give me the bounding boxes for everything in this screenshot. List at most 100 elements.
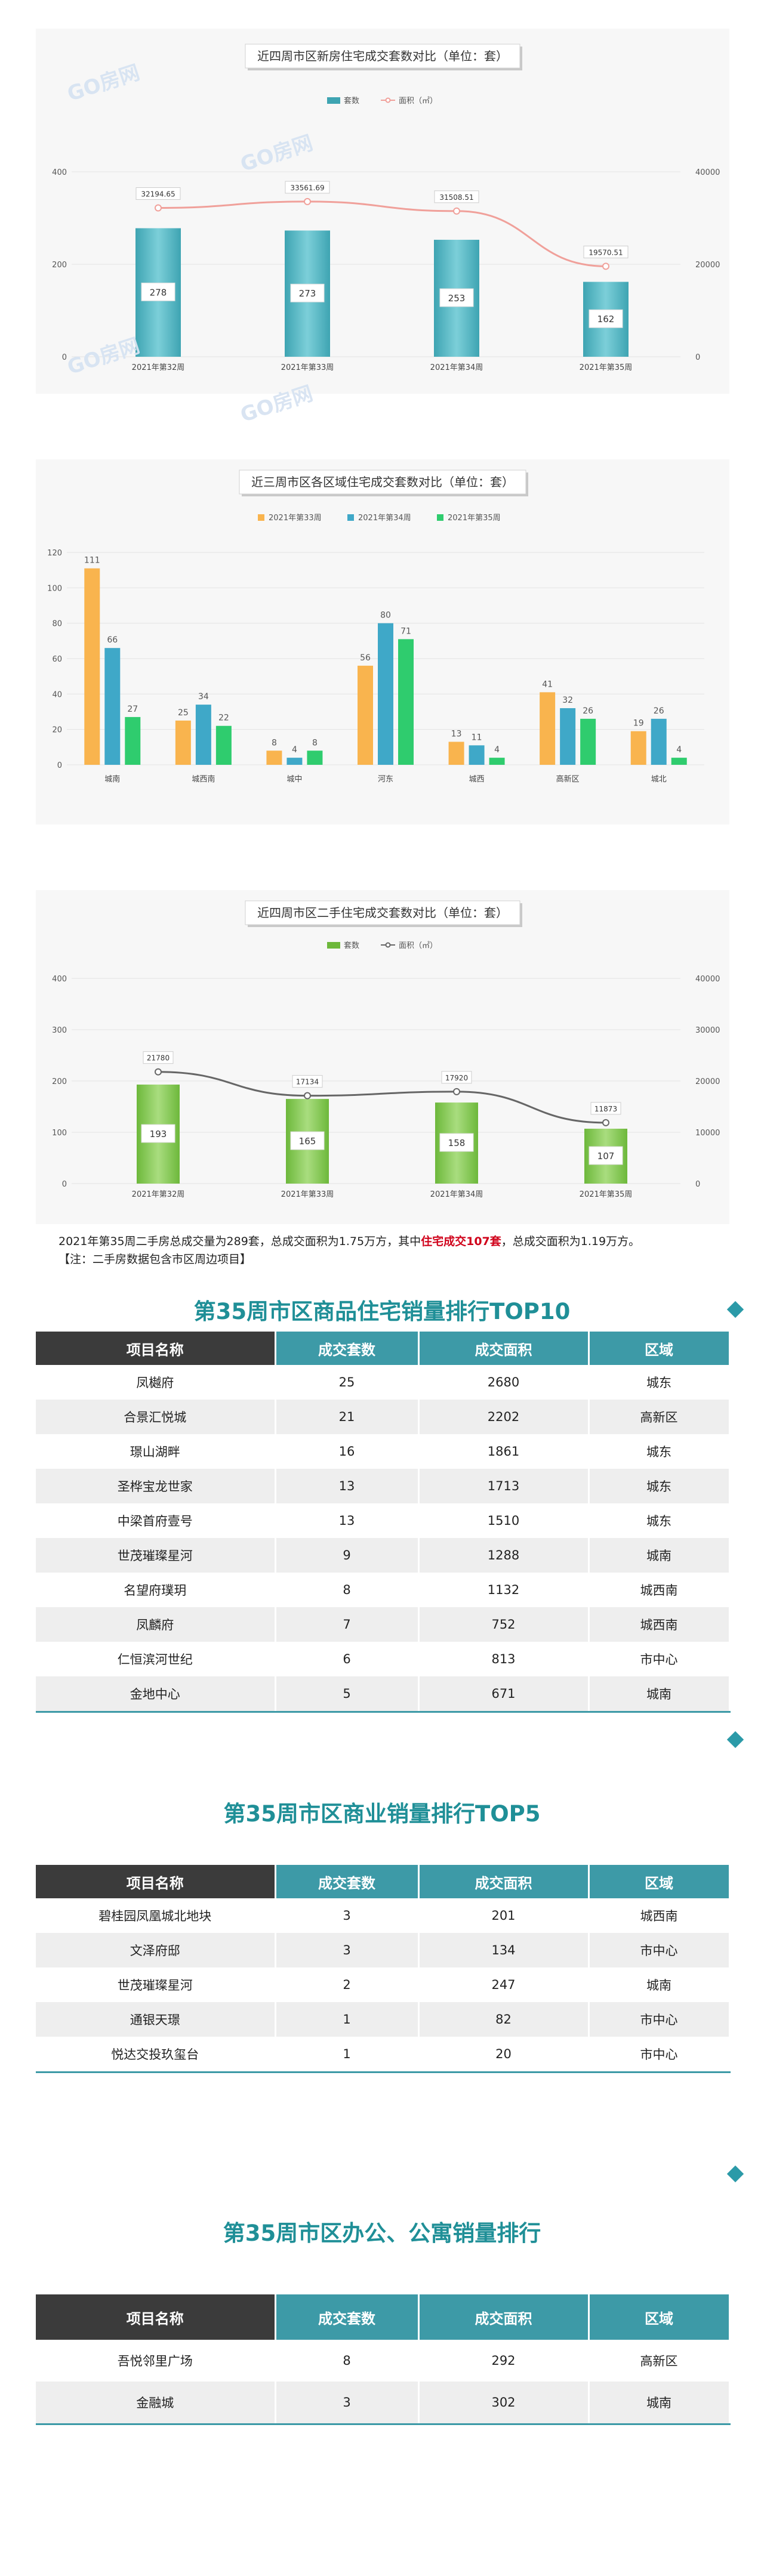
line-label-box <box>434 190 479 203</box>
note-highlight: 住宅成交107套 <box>421 1235 501 1248</box>
x-tick-label: 城中 <box>286 775 302 784</box>
y-tick-label: 60 <box>52 655 62 664</box>
units-cell: 8 <box>275 2340 420 2382</box>
table-row: 名望府璞玥 8 1132 城西南 <box>36 1573 731 1607</box>
project-name-cell: 仁恒滨河世纪 <box>36 1642 276 1676</box>
project-name-cell: 世茂璀璨星河 <box>36 1538 276 1573</box>
bar-label-box <box>589 309 623 328</box>
area-cell: 292 <box>418 2340 590 2382</box>
column-header: 项目名称 <box>36 1332 276 1365</box>
line-value-label: 17920 <box>445 1074 468 1082</box>
y-tick-label: 40 <box>52 690 62 699</box>
district-cell: 城西南 <box>589 1607 731 1642</box>
left-tick-label: 200 <box>52 1077 67 1086</box>
line-label-box <box>285 181 330 194</box>
line-label-box <box>583 245 629 258</box>
line-label-box <box>441 1071 472 1084</box>
column-header: 成交套数 <box>275 2294 420 2340</box>
units-cell: 8 <box>275 1573 420 1607</box>
area-cell: 813 <box>418 1642 590 1676</box>
column-header: 成交面积 <box>418 2294 590 2340</box>
district-cell: 城南 <box>589 1538 731 1573</box>
district-cell: 城东 <box>589 1503 731 1538</box>
project-name-cell: 名望府璞玥 <box>36 1573 276 1607</box>
note-line-1: 2021年第35周二手房总成交量为289套，总成交面积为1.75万方，其中住宅成… <box>58 1233 727 1250</box>
title-box <box>239 470 526 495</box>
line-series <box>158 1071 606 1124</box>
district-cell: 城东 <box>589 1434 731 1469</box>
x-tick-label: 2021年第33周 <box>281 363 334 372</box>
resale-summary-note: 2021年第35周二手房总成交量为289套，总成交面积为1.75万方，其中住宅成… <box>58 1233 727 1268</box>
column-header: 区域 <box>589 1332 731 1365</box>
line-label-box <box>590 1102 621 1115</box>
residential-top10-title: 第35周市区商品住宅销量排行TOP10 <box>193 1299 571 1324</box>
line-point <box>602 262 609 270</box>
units-cell: 9 <box>275 1538 420 1573</box>
legend-marker <box>385 97 391 103</box>
units-cell: 1 <box>275 2002 420 2037</box>
resale-chart: 近四周市区二手住宅成交套数对比（单位：套） 套数 面积（㎡） 0 100 200 300 40… <box>52 900 720 1199</box>
district-cell: 城西南 <box>589 1898 731 1933</box>
district-chart-panel: 近三周市区各区域住宅成交套数对比（单位：套） 2021年第33周 2021年第34周… <box>36 459 729 824</box>
units-cell: 16 <box>275 1434 420 1469</box>
bar <box>125 716 141 765</box>
line-label-box <box>135 187 181 200</box>
bar-value-label: 253 <box>448 293 466 304</box>
units-cell: 2 <box>275 1967 420 2002</box>
project-name-cell: 璟山湖畔 <box>36 1434 276 1469</box>
legend-label: 面积（㎡） <box>399 941 438 950</box>
bar <box>489 758 505 765</box>
line-value-label: 19570.51 <box>589 248 623 257</box>
district-cell: 城西南 <box>589 1573 731 1607</box>
right-tick-label: 30000 <box>695 1026 720 1035</box>
right-tick-label: 0 <box>695 353 700 362</box>
legend-label: 2021年第35周 <box>448 514 501 523</box>
line-point <box>453 207 460 215</box>
line-value-label: 17134 <box>296 1078 319 1086</box>
right-tick-label: 20000 <box>695 261 720 270</box>
line-value-label: 32194.65 <box>141 190 175 198</box>
diamond-icon <box>726 1731 744 1749</box>
table-row: 中梁首府壹号 13 1510 城东 <box>36 1503 731 1538</box>
column-header: 成交套数 <box>275 1332 420 1365</box>
y-tick-label: 20 <box>52 726 62 735</box>
area-cell: 671 <box>418 1676 590 1713</box>
bar-value-label: 4 <box>292 745 297 755</box>
area-cell: 2680 <box>418 1365 590 1400</box>
table-row: 世茂璀璨星河 2 247 城南 <box>36 1967 731 2002</box>
district-cell: 市中心 <box>589 2037 731 2073</box>
legend-swatch <box>327 942 340 949</box>
area-cell: 82 <box>418 2002 590 2037</box>
district-cell: 城南 <box>589 1676 731 1713</box>
column-header: 成交套数 <box>275 1865 420 1898</box>
area-cell: 20 <box>418 2037 590 2073</box>
column-header: 项目名称 <box>36 1865 276 1898</box>
bar <box>630 731 646 765</box>
project-name-cell: 通银天璟 <box>36 2002 276 2037</box>
line-value-label: 33561.69 <box>290 184 324 192</box>
bar <box>398 639 414 765</box>
chart-title: 近三周市区各区域住宅成交套数对比（单位：套） <box>251 475 514 489</box>
x-tick-label: 高新区 <box>556 774 580 784</box>
bar-value-label: 111 <box>84 556 100 566</box>
right-tick-label: 0 <box>695 1180 700 1189</box>
bar <box>286 758 303 765</box>
right-tick-label: 40000 <box>695 975 720 984</box>
column-header: 项目名称 <box>36 2294 276 2340</box>
right-tick-label: 40000 <box>695 168 720 177</box>
bar <box>580 718 596 765</box>
new-home-chart-panel: 近四周市区新房住宅成交套数对比（单位：套） 套数 面积（㎡） 0 200 400 0 2000… <box>36 29 729 394</box>
x-tick-label: 2021年第34周 <box>430 1190 483 1199</box>
area-cell: 1288 <box>418 1538 590 1573</box>
area-cell: 247 <box>418 1967 590 2002</box>
bar-value-label: 25 <box>178 708 189 718</box>
bar-label-box <box>439 1133 474 1152</box>
bar <box>266 750 282 765</box>
bar-value-label: 165 <box>299 1136 316 1147</box>
district-chart: 近三周市区各区域住宅成交套数对比（单位：套） 2021年第33周 2021年第34周… <box>47 470 704 784</box>
x-tick-label: 2021年第34周 <box>430 363 483 372</box>
table-row: 金地中心 5 671 城南 <box>36 1676 731 1713</box>
commercial-top5-title: 第35周市区商业销量排行TOP5 <box>223 1801 541 1827</box>
right-tick-label: 10000 <box>695 1129 720 1138</box>
legend-swatch <box>437 514 443 521</box>
